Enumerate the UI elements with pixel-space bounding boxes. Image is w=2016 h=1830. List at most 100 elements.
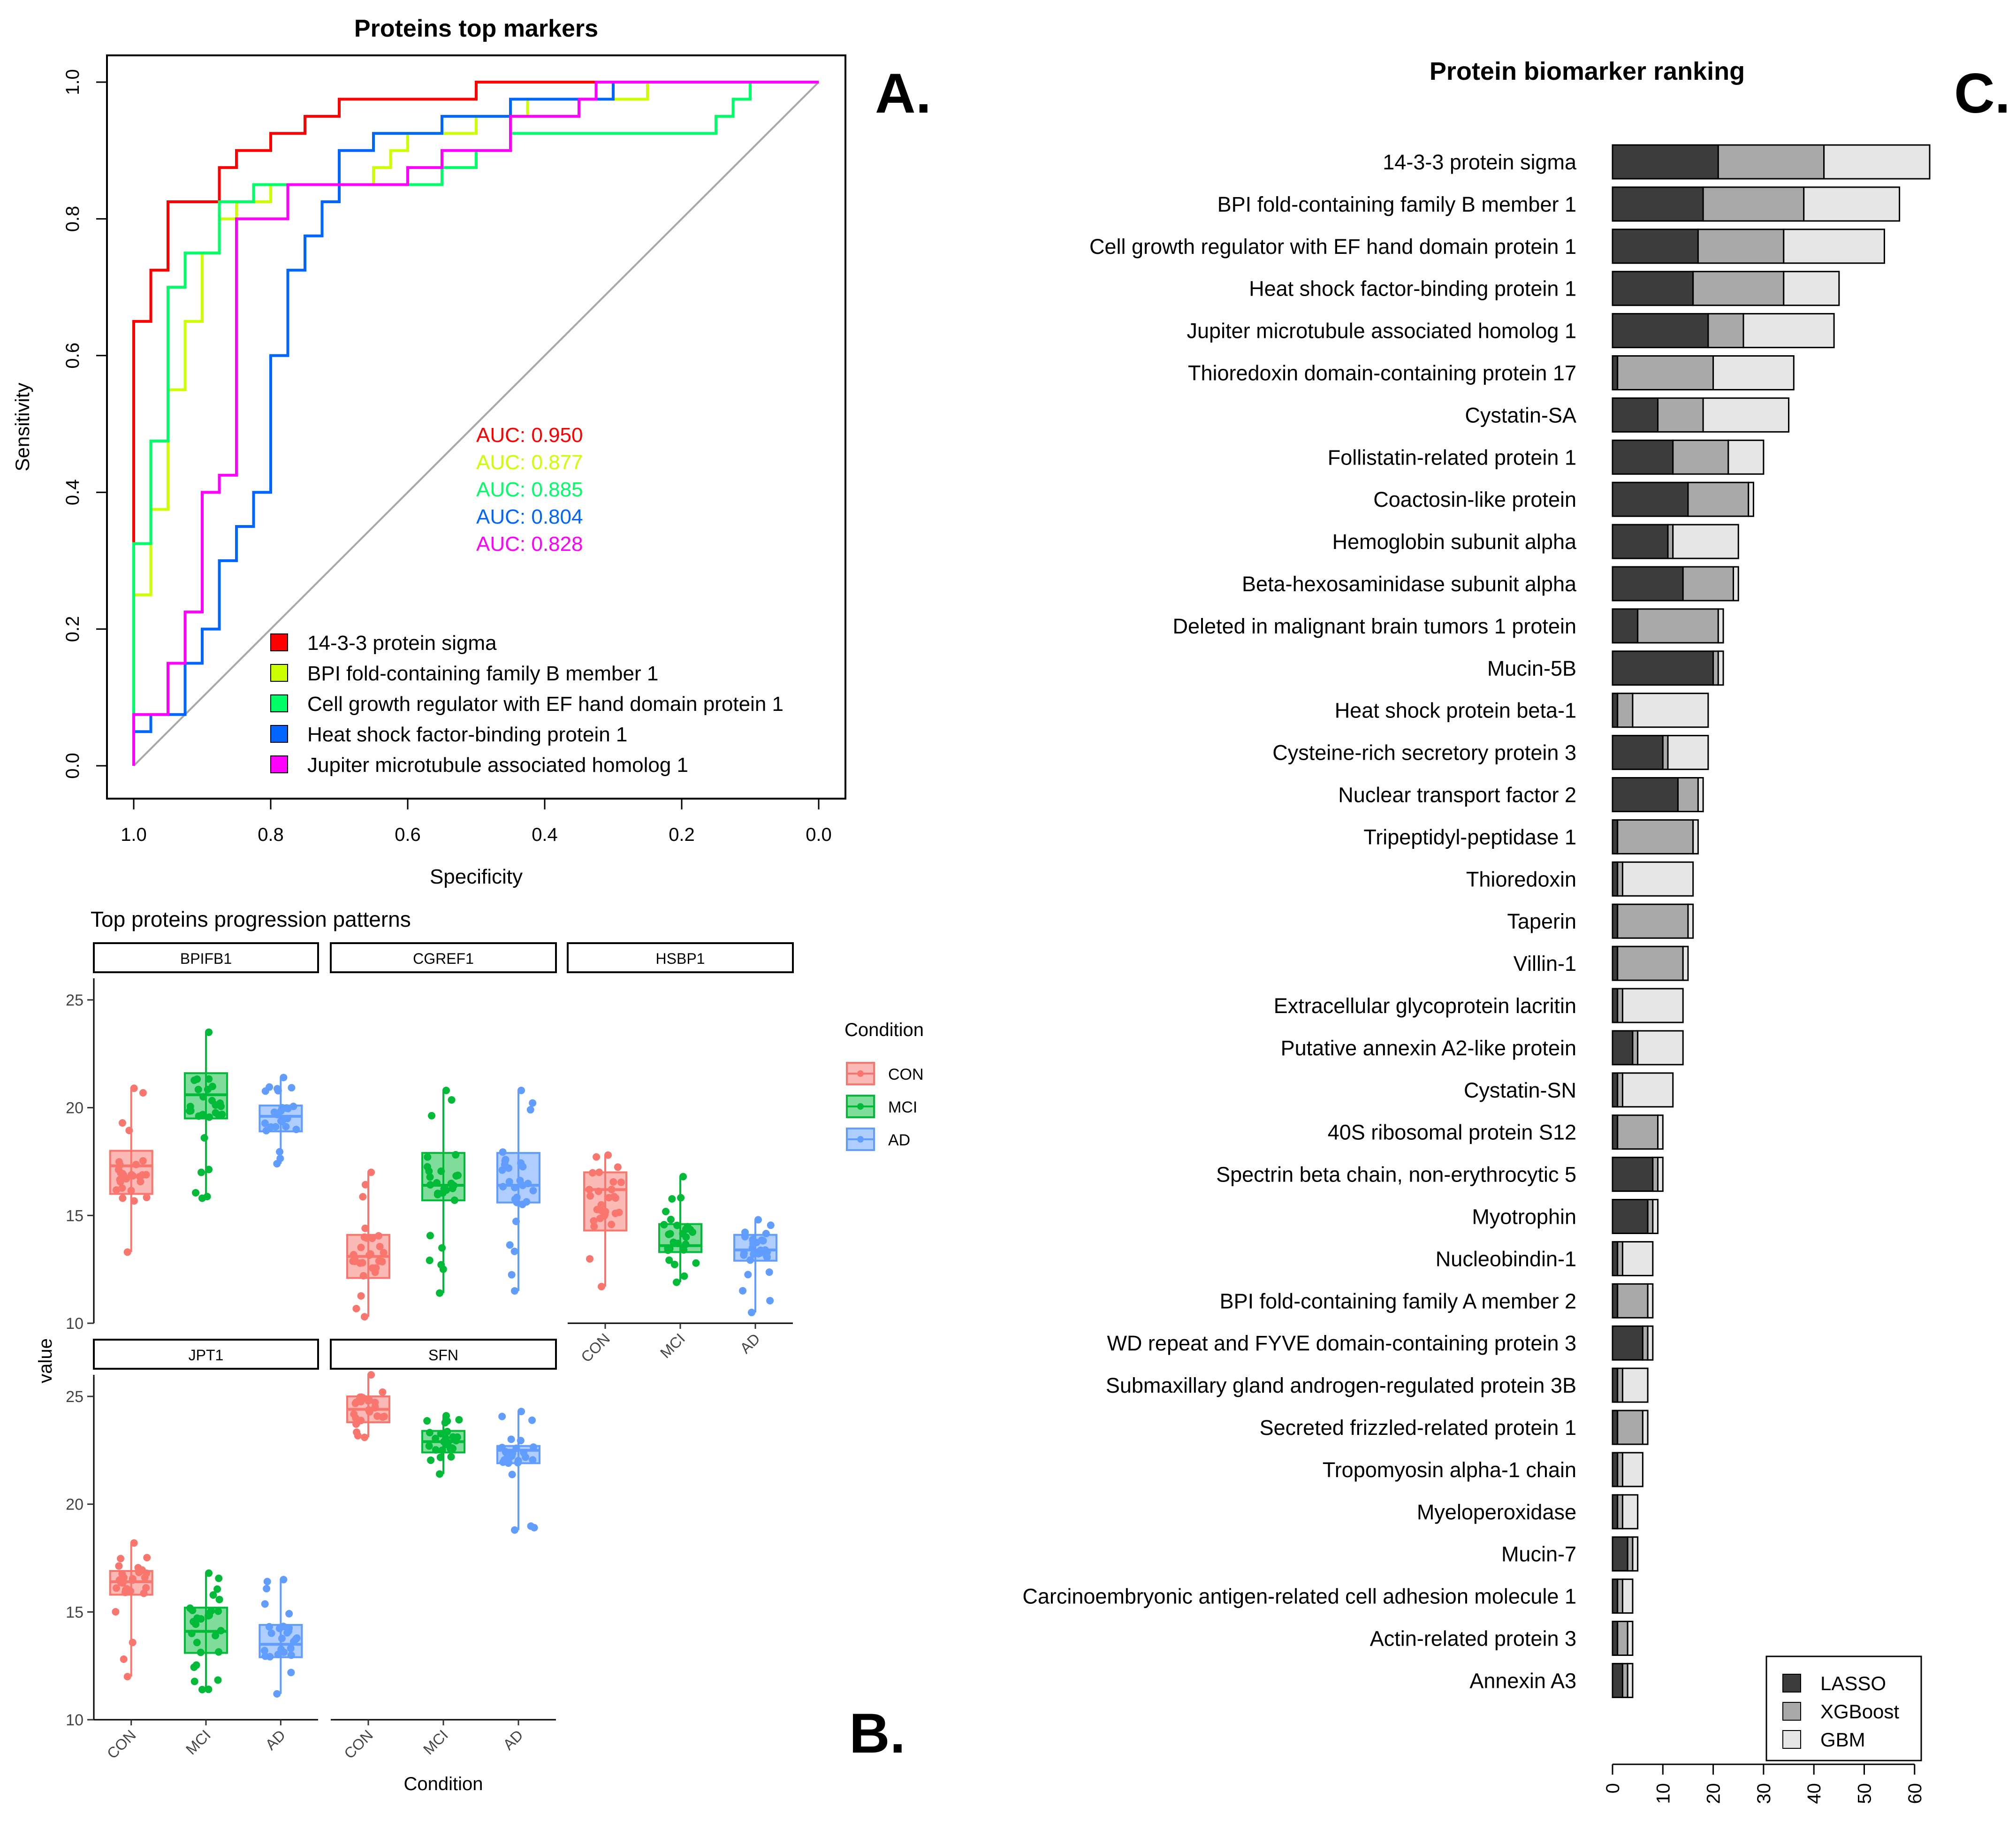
ranking-title: Protein biomarker ranking [1430,57,1745,85]
facet-y-tick-label: 10 [66,1315,84,1333]
ranking-x-tick-label: 30 [1754,1783,1774,1804]
ranking-label: 14-3-3 protein sigma [1383,150,1577,174]
box-point [766,1296,774,1304]
box-point [214,1676,222,1684]
box-body [259,1105,303,1133]
box-point [744,1271,752,1279]
box-point [354,1432,362,1440]
ranking-row: Myeloperoxidase [1417,1494,1639,1530]
ranking-bar-gbm [1727,439,1765,475]
box-point [261,1600,269,1608]
ranking-bar-xgboost [1627,1536,1634,1572]
ranking-bar-xgboost [1621,1662,1628,1698]
ranking-label: Mucin-7 [1501,1542,1576,1566]
ranking-bar-xgboost [1682,566,1735,602]
ranking-label: Cystatin-SN [1464,1078,1576,1102]
ranking-bar-gbm [1621,1578,1634,1614]
box-point [361,1434,368,1441]
ranking-row: Myotrophin [1472,1199,1659,1234]
ranking-legend-swatch [1782,1702,1801,1721]
ranking-bar-gbm [1621,1452,1643,1487]
ranking-x-tick-label: 20 [1704,1783,1724,1804]
ranking-bar-xgboost [1657,397,1704,433]
ranking-row: Nuclear transport factor 2 [1338,777,1704,812]
ranking-label: Actin-related protein 3 [1370,1627,1576,1651]
box-body [496,1445,540,1464]
progression-title: Top proteins progression patterns [91,907,411,931]
ranking-bar-gbm [1682,946,1689,981]
box-point [276,1148,284,1156]
ranking-bar-xgboost [1667,524,1674,559]
box-legend-dot [857,1070,864,1077]
box-legend-title: Condition [844,1020,924,1040]
facet-y-tick-label: 15 [66,1207,84,1225]
box-point [436,1470,443,1478]
facet-strip-label: CGREF1 [413,950,474,967]
ranking-row: Follistatin-related protein 1 [1328,439,1765,475]
facet-y-tick-label: 10 [66,1711,84,1729]
ranking-bar-lasso [1612,1199,1649,1234]
box-point [692,1259,700,1267]
ranking-label: 40S ribosomal protein S12 [1328,1121,1576,1144]
box-point [529,1099,537,1107]
ranking-bar-xgboost [1692,271,1785,306]
roc-y-tick-label: 0.2 [62,616,83,642]
ranking-bar-gbm [1742,313,1835,349]
ranking-label: Jupiter microtubule associated homolog 1 [1187,319,1576,343]
box-point [426,1257,434,1265]
box-point [143,1193,151,1201]
ranking-row: Villin-1 [1514,946,1689,981]
ranking-bar-xgboost [1637,608,1719,644]
ranking-row: 40S ribosomal protein S12 [1328,1114,1664,1150]
roc-title: Proteins top markers [354,15,598,42]
roc-curve-1 [132,81,819,766]
box-body [583,1171,627,1232]
box-body [109,1150,153,1195]
ranking-bar-lasso [1612,439,1674,475]
ranking-bar-lasso [1612,524,1669,559]
box-point [668,1195,676,1203]
progression-panel: Top proteins progression patterns BPIFB1… [35,907,924,1794]
ranking-label: Submaxillary gland androgen-regulated pr… [1106,1373,1576,1397]
box-point [508,1271,516,1279]
ranking-bar-lasso [1612,271,1694,306]
facet-strip-label: JPT1 [189,1347,224,1364]
ranking-bar-gbm [1712,355,1795,390]
ranking-bar-gbm [1748,481,1754,517]
box-point [526,1106,534,1114]
box-point [209,1591,217,1599]
box-point [205,1166,213,1174]
ranking-row: Tropomyosin alpha-1 chain [1323,1452,1643,1487]
ranking-bar-gbm [1667,735,1709,770]
ranking-row: WD repeat and FYVE domain-containing pro… [1107,1325,1654,1361]
box-body [259,1624,303,1658]
ranking-row: Cysteine-rich secretory protein 3 [1272,735,1709,770]
ranking-x-tick-label: 10 [1653,1783,1674,1804]
ranking-bar-lasso [1612,1030,1634,1066]
ranking-row: Heat shock factor-binding protein 1 [1249,271,1840,306]
box-point [198,1168,205,1176]
box-legend-label: MCI [888,1098,917,1116]
ranking-bar-gbm [1803,186,1901,222]
ranking-bar-xgboost [1617,1452,1623,1487]
ranking-bar-xgboost [1617,1114,1659,1150]
ranking-bar-xgboost [1642,1325,1649,1361]
box-point [287,1669,295,1677]
ranking-bar-gbm [1627,1662,1634,1698]
box-point [273,1160,281,1168]
box-point [361,1313,368,1321]
ranking-label: Nucleobindin-1 [1436,1247,1576,1271]
box-legend-label: AD [888,1131,910,1149]
ranking-label: Heat shock protein beta-1 [1335,699,1576,723]
box-point [448,1096,456,1104]
ranking-bar-gbm [1717,608,1724,644]
ranking-bar-lasso [1612,566,1684,602]
roc-auc-label: AUC: 0.877 [476,451,583,474]
box-point [436,1453,444,1461]
roc-x-tick-label: 0.6 [395,824,421,845]
facet-strip [93,1339,319,1370]
facet-strip-label: SFN [428,1347,458,1364]
ranking-label: Secreted frizzled-related protein 1 [1260,1416,1576,1440]
box-point [361,1181,369,1189]
facet-strip-label: HSBP1 [656,950,705,967]
